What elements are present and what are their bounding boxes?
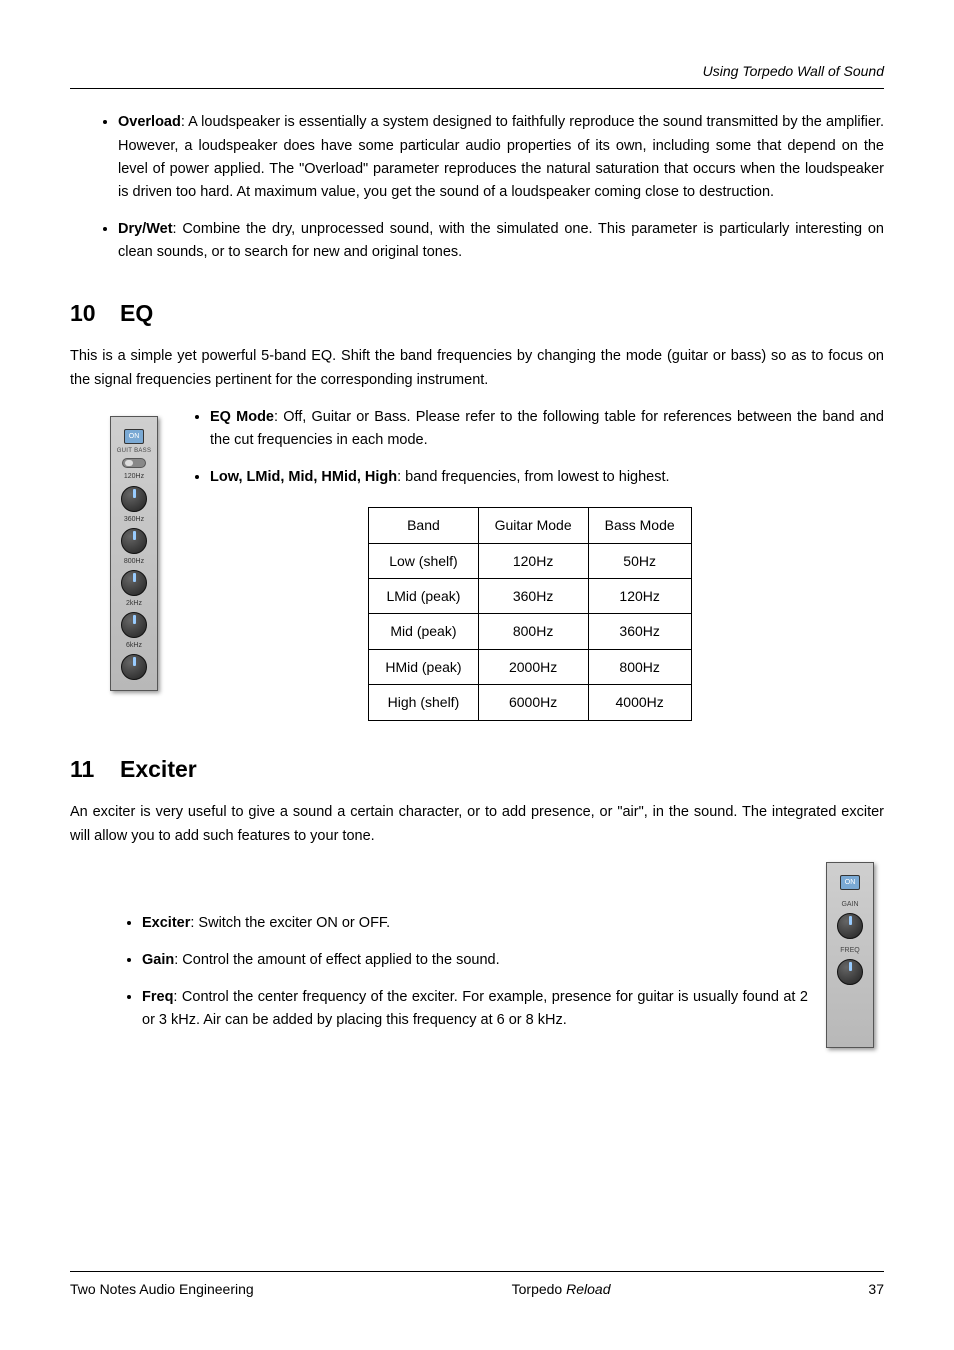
table-row: Mid (peak)800Hz360Hz	[369, 614, 691, 649]
footer-center-plain: Torpedo	[512, 1281, 566, 1297]
header-rule	[70, 88, 884, 89]
bullet-freq: Freq: Control the center frequency of th…	[142, 986, 808, 1032]
exciter-on-button: ON	[840, 875, 861, 890]
th-band: Band	[369, 508, 478, 543]
exciter-bullet-list: Exciter: Switch the exciter ON or OFF. G…	[70, 912, 808, 1033]
heading-eq: 10EQ	[70, 295, 884, 332]
table-row: LMid (peak)360Hz120Hz	[369, 579, 691, 614]
heading-eq-number: 10	[70, 295, 120, 332]
td: 800Hz	[478, 614, 588, 649]
footer-page-number: 37	[868, 1278, 884, 1300]
eq-switch-label: GUIT BASS	[113, 447, 155, 457]
text-drywet: : Combine the dry, unprocessed sound, wi…	[118, 221, 884, 260]
table-row: Low (shelf)120Hz50Hz	[369, 543, 691, 578]
page-footer: Two Notes Audio Engineering Torpedo Relo…	[70, 1271, 884, 1300]
eq-knob-label-2: 800Hz	[113, 556, 155, 567]
td: Low (shelf)	[369, 543, 478, 578]
eq-right-column: EQ Mode: Off, Guitar or Bass. Please ref…	[176, 406, 884, 721]
bullet-gain: Gain: Control the amount of effect appli…	[142, 949, 808, 972]
term-eqmode: EQ Mode	[210, 409, 274, 425]
eq-panel-graphic: ON GUIT BASS 120Hz 360Hz 800Hz 2kHz 6kHz	[110, 416, 158, 692]
exciter-knob-freq	[837, 959, 863, 985]
eq-on-button: ON	[124, 429, 145, 444]
td: 50Hz	[588, 543, 691, 578]
eq-bullet-list: EQ Mode: Off, Guitar or Bass. Please ref…	[176, 406, 884, 490]
td: HMid (peak)	[369, 649, 478, 684]
exciter-knob-gain	[837, 913, 863, 939]
td: Mid (peak)	[369, 614, 478, 649]
term-freq: Freq	[142, 989, 173, 1005]
bullet-drywet: Dry/Wet: Combine the dry, unprocessed so…	[118, 218, 884, 264]
heading-exciter-number: 11	[70, 751, 120, 788]
term-drywet: Dry/Wet	[118, 221, 173, 237]
text-freq: : Control the center frequency of the ex…	[142, 989, 808, 1028]
eq-knob-label-0: 120Hz	[113, 471, 155, 482]
top-bullet-list: Overload: A loudspeaker is essentially a…	[70, 111, 884, 264]
bullet-eqmode: EQ Mode: Off, Guitar or Bass. Please ref…	[210, 406, 884, 452]
term-bands: Low, LMid, Mid, HMid, High	[210, 469, 397, 485]
text-eqmode: : Off, Guitar or Bass. Please refer to t…	[210, 409, 884, 448]
eq-knob-0	[121, 486, 147, 512]
td: LMid (peak)	[369, 579, 478, 614]
text-bands: : band frequencies, from lowest to highe…	[397, 469, 669, 485]
td: 360Hz	[588, 614, 691, 649]
term-gain: Gain	[142, 952, 174, 968]
td: 800Hz	[588, 649, 691, 684]
footer-left: Two Notes Audio Engineering	[70, 1278, 254, 1300]
text-overload: : A loudspeaker is essentially a system …	[118, 114, 884, 200]
eq-knob-label-4: 6kHz	[113, 640, 155, 651]
footer-center-italic: Reload	[566, 1281, 610, 1297]
eq-knob-label-3: 2kHz	[113, 598, 155, 609]
exciter-panel-graphic: ON GAIN FREQ	[826, 862, 874, 1049]
eq-knob-label-1: 360Hz	[113, 514, 155, 525]
eq-knob-3	[121, 612, 147, 638]
page-content: Overload: A loudspeaker is essentially a…	[70, 111, 884, 1048]
table-row: HMid (peak)2000Hz800Hz	[369, 649, 691, 684]
bullet-exciter: Exciter: Switch the exciter ON or OFF.	[142, 912, 808, 935]
td: 120Hz	[478, 543, 588, 578]
heading-exciter-title: Exciter	[120, 756, 197, 782]
term-exciter: Exciter	[142, 915, 190, 931]
td: 120Hz	[588, 579, 691, 614]
eq-intro: This is a simple yet powerful 5-band EQ.…	[70, 345, 884, 391]
footer-rule	[70, 1271, 884, 1272]
exciter-knob-label-0: GAIN	[829, 899, 871, 910]
table-header-row: Band Guitar Mode Bass Mode	[369, 508, 691, 543]
eq-knob-4	[121, 654, 147, 680]
th-guitar: Guitar Mode	[478, 508, 588, 543]
table-row: High (shelf)6000Hz4000Hz	[369, 685, 691, 720]
eq-knob-1	[121, 528, 147, 554]
exciter-left: Exciter: Switch the exciter ON or OFF. G…	[70, 862, 808, 1047]
td: 6000Hz	[478, 685, 588, 720]
exciter-intro: An exciter is very useful to give a soun…	[70, 801, 884, 847]
heading-eq-title: EQ	[120, 300, 153, 326]
eq-frequency-table: Band Guitar Mode Bass Mode Low (shelf)12…	[368, 507, 691, 720]
eq-knob-2	[121, 570, 147, 596]
bullet-bands: Low, LMid, Mid, HMid, High: band frequen…	[210, 466, 884, 489]
td: 4000Hz	[588, 685, 691, 720]
td: High (shelf)	[369, 685, 478, 720]
heading-exciter: 11Exciter	[70, 751, 884, 788]
eq-mode-toggle	[122, 458, 146, 468]
td: 2000Hz	[478, 649, 588, 684]
term-overload: Overload	[118, 114, 181, 130]
eq-block: ON GUIT BASS 120Hz 360Hz 800Hz 2kHz 6kHz…	[70, 406, 884, 721]
bullet-overload: Overload: A loudspeaker is essentially a…	[118, 111, 884, 204]
text-gain: : Control the amount of effect applied t…	[174, 952, 499, 968]
footer-center: Torpedo Reload	[512, 1278, 611, 1300]
td: 360Hz	[478, 579, 588, 614]
footer-row: Two Notes Audio Engineering Torpedo Relo…	[70, 1278, 884, 1300]
th-bass: Bass Mode	[588, 508, 691, 543]
exciter-block: Exciter: Switch the exciter ON or OFF. G…	[70, 862, 884, 1049]
text-exciter: : Switch the exciter ON or OFF.	[190, 915, 390, 931]
exciter-knob-label-1: FREQ	[829, 945, 871, 956]
running-header: Using Torpedo Wall of Sound	[70, 60, 884, 82]
